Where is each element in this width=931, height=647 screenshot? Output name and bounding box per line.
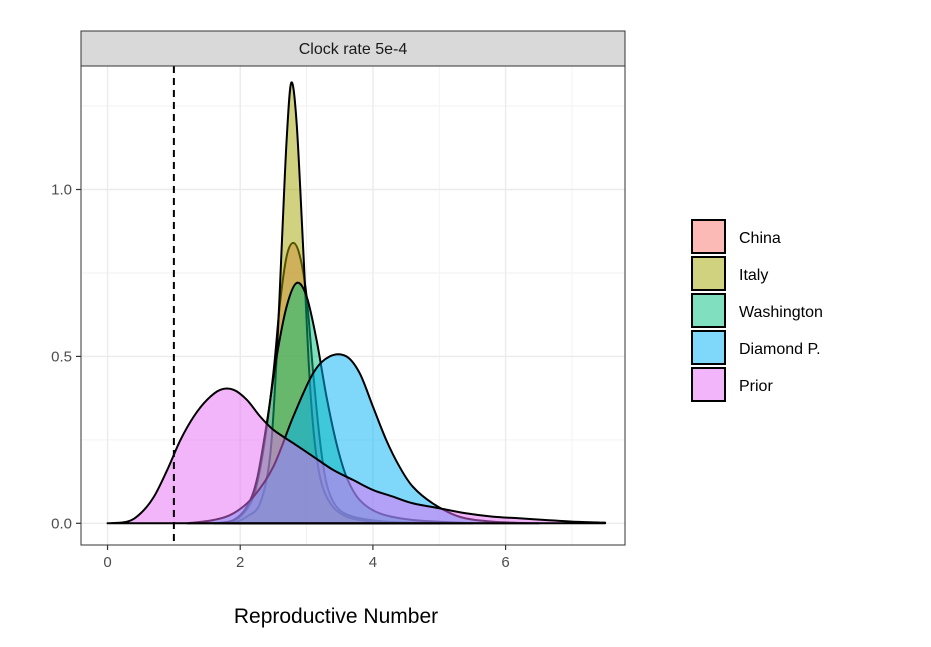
x-axis: 0 2 4 6 [103, 545, 510, 571]
density-areas [106, 81, 607, 525]
legend-key-china [691, 219, 726, 254]
legend-label-diamond-p: Diamond P. [739, 341, 821, 358]
x-axis-title: Reproductive Number [234, 605, 438, 628]
y-tick-label: 0.5 [51, 348, 72, 365]
grid-minor [81, 66, 625, 545]
strip-background [80, 30, 626, 67]
y-tick-label: 0.0 [51, 515, 72, 532]
legend-key-prior [691, 367, 726, 402]
legend-label-italy: Italy [739, 267, 768, 284]
x-tick-label: 4 [369, 554, 377, 571]
legend-key-washington [691, 293, 726, 328]
legend-label-washington: Washington [739, 304, 823, 321]
plot-border [80, 65, 626, 546]
y-tick-label: 1.0 [51, 182, 72, 199]
legend-key-italy [691, 256, 726, 291]
legend: China Italy Washington Diamond P. Prior [691, 219, 823, 402]
panel-title: Clock rate 5e-4 [299, 41, 408, 58]
x-tick-label: 2 [236, 554, 244, 571]
x-tick-label: 6 [501, 554, 509, 571]
y-axis: 0.0 0.5 1.0 [51, 182, 81, 532]
legend-label-china: China [739, 230, 781, 247]
density-prior [106, 387, 607, 525]
legend-label-prior: Prior [739, 378, 773, 395]
x-tick-label: 0 [103, 554, 111, 571]
legend-key-diamond-p [691, 330, 726, 365]
